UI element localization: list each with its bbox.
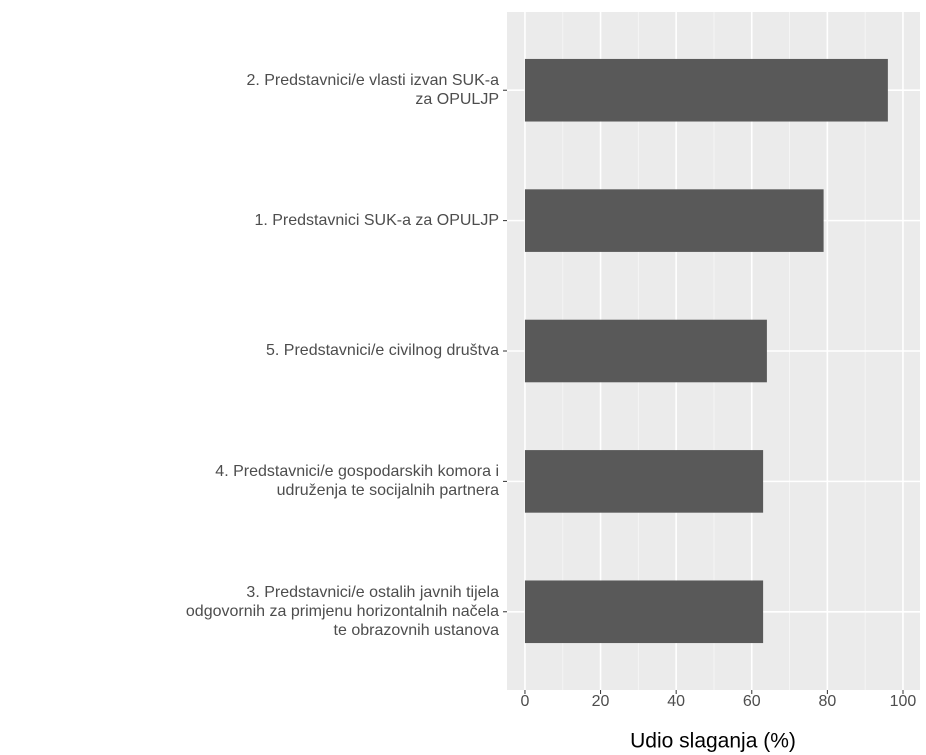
y-tick-label-line: 5. Predstavnici/e civilnog društva (266, 342, 499, 359)
y-tick-label-line: 1. Predstavnici SUK-a za OPULJP (254, 212, 499, 229)
y-tick-label-line: za OPULJP (415, 91, 499, 108)
y-tick-label-line: 4. Predstavnici/e gospodarskih komora i (215, 463, 499, 480)
bar (524, 319, 767, 383)
y-tick-label-line: 2. Predstavnici/e vlasti izvan SUK-a (246, 72, 499, 89)
y-tick-label: 5. Predstavnici/e civilnog društva (266, 342, 499, 359)
y-tick-label-line: te obrazovnih ustanova (334, 622, 500, 639)
bar (524, 580, 764, 644)
x-tick-label: 100 (890, 693, 917, 710)
y-tick-label: 4. Predstavnici/e gospodarskih komora i u… (215, 463, 499, 499)
x-axis-title: Udio slaganja (%) (630, 730, 796, 753)
x-tick-label: 20 (592, 693, 610, 710)
y-tick-label: 2. Predstavnici/e vlasti izvan SUK-a za O… (246, 72, 499, 108)
y-tick-label-line: udruženja te socijalnih partnera (277, 482, 499, 499)
y-tick-label-line: 3. Predstavnici/e ostalih javnih tijela (246, 584, 499, 601)
y-tick-label: 3. Predstavnici/e ostalih javnih tijela o… (186, 584, 499, 639)
y-tick-label-line: odgovornih za primjenu horizontalnih nač… (186, 603, 499, 620)
x-tick-label: 40 (667, 693, 685, 710)
x-tick-label: 80 (818, 693, 836, 710)
bar (524, 58, 888, 122)
y-tick-label: 1. Predstavnici SUK-a za OPULJP (254, 212, 499, 229)
bar (524, 189, 824, 252)
x-tick-label: 60 (743, 693, 761, 710)
x-tick-label: 0 (521, 693, 530, 710)
bar (524, 450, 764, 513)
